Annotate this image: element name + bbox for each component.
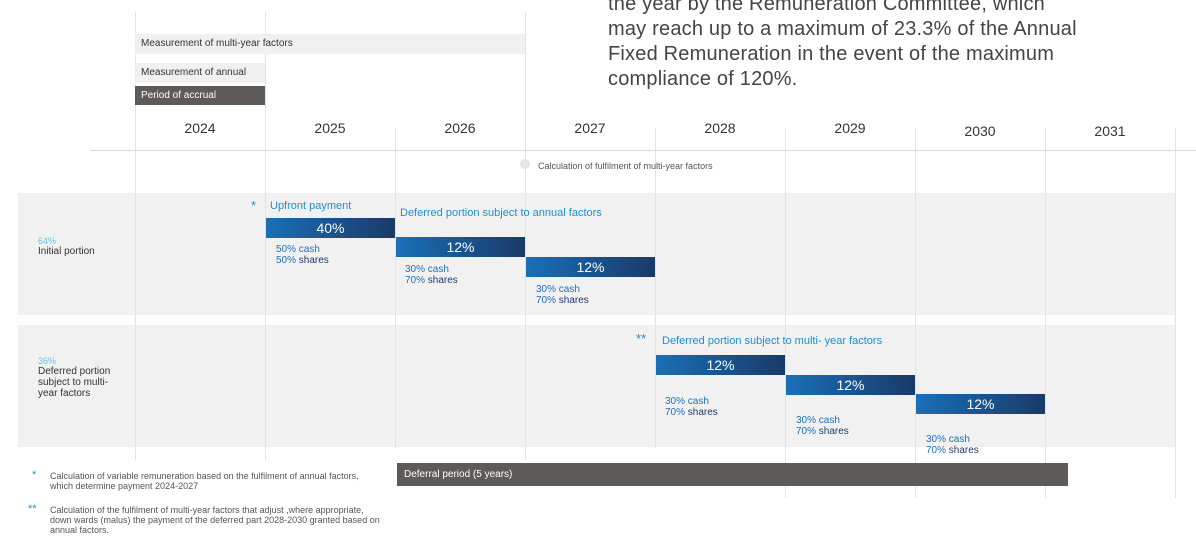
deferred-1-chip: 12%	[396, 237, 525, 257]
mix-shares-label: shares	[818, 426, 849, 437]
calculation-dot-icon	[520, 159, 530, 169]
multi-year-star-icon: **	[636, 331, 647, 346]
upfront-label: Upfront payment	[270, 200, 352, 212]
footnote-2-text: Calculation of the fulfilment of multi-y…	[50, 505, 380, 535]
accrual-period-label: Period of accrual	[141, 90, 217, 101]
mix-cash-pct: 30%	[536, 284, 557, 295]
multi-year-1-chip: 12%	[656, 355, 785, 375]
footnote-1: * Calculation of variable remuneration b…	[32, 469, 382, 492]
year-label: 2025	[314, 120, 346, 136]
mix-shares-pct: 70%	[405, 275, 426, 286]
grid-line	[135, 12, 136, 460]
deferred-2-chip: 12%	[526, 257, 655, 277]
mix-cash-pct: 30%	[665, 396, 686, 407]
year-label: 2029	[834, 120, 866, 136]
intro-line: Fixed Remuneration in the event of the m…	[608, 43, 1055, 65]
mix-cash-label: cash	[558, 284, 580, 295]
mix-cash-pct: 30%	[926, 434, 947, 445]
footnote-2-star-icon: **	[28, 503, 37, 515]
deferred-2-mix: 30% cash 70% shares	[536, 284, 589, 306]
deferred-annual-label: Deferred portion subject to annual facto…	[400, 207, 602, 219]
initial-row-pct: 64%	[38, 236, 57, 246]
deferral-period-label: Deferral period (5 years)	[404, 469, 513, 480]
initial-row-label: 64% Initial portion	[38, 236, 128, 257]
year-label: 2027	[574, 120, 606, 136]
deferral-period-bar: Deferral period (5 years)	[397, 463, 1068, 486]
year-label: 2030	[964, 123, 996, 139]
footnote-1-star-icon: *	[32, 469, 37, 481]
intro-line: may reach up to a maximum of 23.3% of th…	[608, 18, 1077, 40]
intro-line: the year by the Remuneration Committee, …	[608, 0, 1045, 15]
annual-measurement-bar: Measurement of annual factors	[135, 63, 265, 98]
deferred-row-pct: 36%	[38, 356, 57, 366]
upfront-chip: 40%	[266, 218, 395, 238]
multi-year-measurement-label: Measurement of multi-year factors	[141, 38, 293, 49]
deferred-1-mix: 30% cash 70% shares	[405, 264, 458, 286]
footnote-1-text: Calculation of variable remuneration bas…	[50, 471, 359, 491]
year-label: 2026	[444, 120, 476, 136]
grid-line	[395, 128, 396, 448]
intro-paragraph: the year by the Remuneration Committee, …	[608, 0, 1077, 92]
multi-year-1-mix: 30% cash 70% shares	[665, 396, 718, 418]
grid-line	[525, 12, 526, 460]
mix-shares-label: shares	[948, 445, 979, 456]
mix-shares-pct: 50%	[276, 255, 297, 266]
multi-year-2-chip: 12%	[786, 375, 915, 395]
mix-shares-pct: 70%	[665, 407, 686, 418]
upfront-star-icon: *	[251, 198, 257, 213]
year-label: 2024	[184, 120, 216, 136]
deferred-row-band	[18, 325, 1176, 447]
footnote-2: ** Calculation of the fulfilment of mult…	[28, 504, 382, 536]
intro-line: compliance of 120%.	[608, 68, 798, 90]
initial-row-band	[18, 193, 1176, 315]
calculation-note: Calculation of fulfilment of multi-year …	[538, 161, 713, 171]
deferred-row-label: 36% Deferred portion subject to multi-ye…	[38, 356, 118, 399]
grid-line	[915, 128, 916, 498]
mix-cash-pct: 30%	[405, 264, 426, 275]
multi-year-3-mix: 30% cash 70% shares	[926, 434, 979, 456]
year-label: 2031	[1094, 123, 1126, 139]
initial-row-title: Initial portion	[38, 246, 95, 257]
mix-shares-label: shares	[558, 295, 589, 306]
upfront-mix: 50% cash 50% shares	[276, 244, 329, 266]
multi-year-2-mix: 30% cash 70% shares	[796, 415, 849, 437]
deferred-multi-year-label: Deferred portion subject to multi- year …	[662, 335, 883, 347]
grid-line	[655, 128, 656, 448]
multi-year-measurement-bar: Measurement of multi-year factors	[135, 34, 525, 54]
mix-shares-pct: 70%	[926, 445, 947, 456]
grid-line	[1045, 128, 1046, 498]
deferred-row-title: Deferred portion subject to multi-year f…	[38, 366, 111, 399]
multi-year-3-chip: 12%	[916, 394, 1045, 414]
year-label: 2028	[704, 120, 736, 136]
grid-line	[785, 128, 786, 498]
mix-shares-label: shares	[298, 255, 329, 266]
mix-shares-pct: 70%	[536, 295, 557, 306]
timeline-axis	[90, 150, 1196, 151]
mix-cash-label: cash	[427, 264, 449, 275]
grid-line	[265, 12, 266, 460]
mix-cash-pct: 30%	[796, 415, 817, 426]
accrual-period-bar: Period of accrual	[135, 86, 265, 105]
mix-cash-label: cash	[948, 434, 970, 445]
mix-cash-label: cash	[687, 396, 709, 407]
mix-cash-label: cash	[298, 244, 320, 255]
mix-cash-label: cash	[818, 415, 840, 426]
mix-shares-pct: 70%	[796, 426, 817, 437]
mix-shares-label: shares	[687, 407, 718, 418]
mix-cash-pct: 50%	[276, 244, 297, 255]
mix-shares-label: shares	[427, 275, 458, 286]
grid-line	[1175, 128, 1176, 498]
